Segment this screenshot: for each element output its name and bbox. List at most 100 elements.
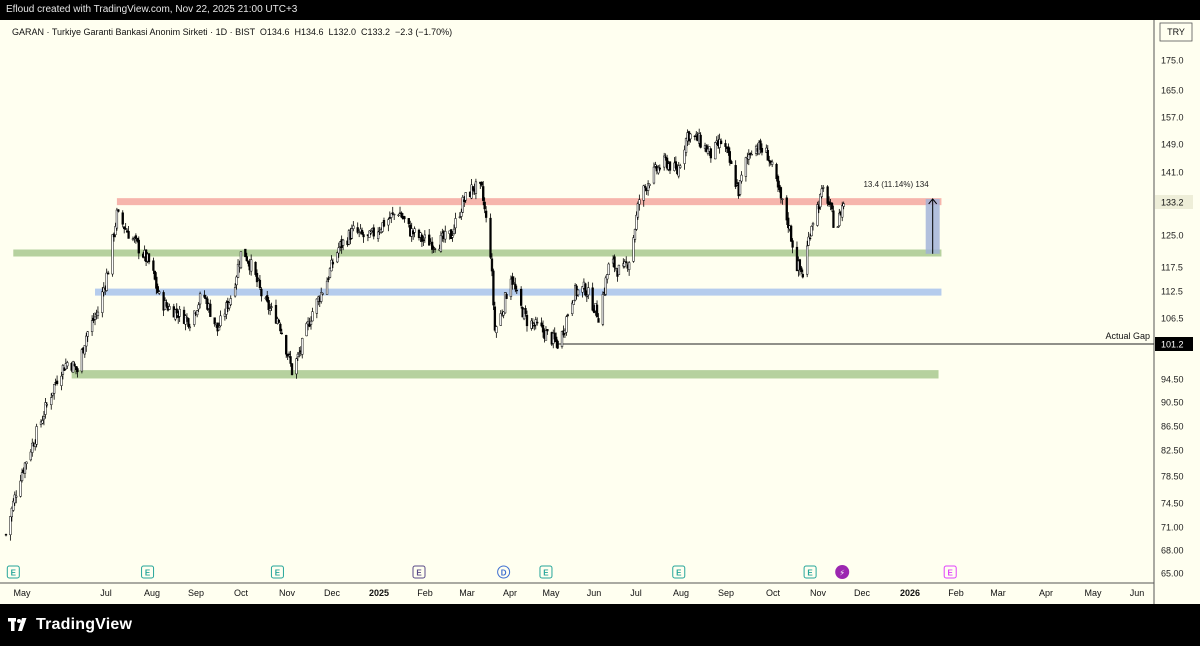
candle-body — [42, 416, 46, 420]
earnings-icon[interactable] — [803, 565, 817, 579]
candle-body — [9, 516, 12, 536]
event-label: E — [11, 568, 17, 577]
chart-background — [0, 20, 1200, 604]
candle-body — [540, 322, 543, 327]
candle-body — [387, 219, 390, 226]
candle-body — [817, 205, 821, 210]
candle-body — [806, 245, 809, 275]
candle-body — [301, 338, 304, 355]
candle-body — [188, 326, 192, 329]
candle-body — [196, 310, 199, 316]
dividend-icon[interactable] — [497, 565, 511, 579]
candle-body — [560, 331, 564, 347]
candle-body — [822, 187, 825, 189]
candle-body — [328, 268, 332, 278]
earnings-icon[interactable] — [270, 565, 284, 579]
x-tick-label: Mar — [990, 588, 1006, 598]
y-tick-label: 112.5 — [1161, 287, 1183, 297]
x-tick-label: Jun — [1130, 588, 1145, 598]
earnings-icon[interactable] — [412, 565, 426, 579]
candle-body — [266, 295, 269, 302]
gap-price-label: 101.2 — [1161, 340, 1184, 350]
candle-body — [503, 292, 507, 314]
candle-body — [428, 234, 431, 246]
candle-body — [808, 237, 812, 240]
earnings-icon[interactable] — [943, 565, 957, 579]
earnings-icon[interactable] — [6, 565, 20, 579]
earnings-icon[interactable] — [539, 565, 553, 579]
candle-body — [520, 288, 523, 306]
candle-body — [766, 150, 769, 161]
candle-body — [451, 235, 454, 238]
candle-body — [287, 353, 291, 355]
candle-body — [617, 264, 621, 275]
chart-frame[interactable]: Actual Gap 13.4 (11.14%) 134 GARAN · Turki… — [0, 20, 1200, 604]
zone-resistance[interactable] — [116, 198, 942, 206]
candle-body — [155, 276, 158, 289]
zone-support-upper[interactable] — [13, 249, 942, 257]
y-tick-label: 94.50 — [1161, 375, 1184, 385]
candle-body — [51, 392, 54, 396]
brand[interactable]: TradingView — [8, 616, 132, 634]
candle-body — [470, 184, 473, 199]
candle-body — [216, 322, 219, 332]
candle-body — [830, 202, 834, 210]
candle-body — [178, 308, 181, 317]
candle-body — [463, 199, 466, 202]
candle-body — [197, 304, 200, 310]
earnings-icon[interactable] — [672, 565, 686, 579]
candle-body — [325, 280, 329, 295]
candle-body — [461, 196, 464, 213]
candle-body — [137, 239, 140, 254]
candle-body — [121, 212, 124, 225]
event-label: E — [948, 568, 954, 577]
candle-body — [352, 225, 355, 229]
candle-body — [642, 185, 645, 201]
candle-body — [41, 420, 44, 424]
zone-support-lower[interactable] — [71, 370, 939, 379]
candle-body — [158, 291, 161, 294]
candle-body — [413, 228, 416, 233]
currency-box[interactable] — [1159, 22, 1193, 42]
candle-body — [433, 248, 437, 250]
candle-body — [464, 192, 467, 201]
lightning-icon[interactable] — [835, 565, 850, 579]
candle-body — [153, 270, 157, 280]
candle-body — [71, 361, 75, 373]
candle-body — [321, 292, 324, 295]
y-tick-label: 141.0 — [1161, 168, 1184, 178]
candle-body — [606, 274, 609, 280]
candle-body — [320, 292, 323, 302]
x-tick-label: Sep — [188, 588, 204, 598]
chart-svg[interactable]: Actual Gap 13.4 (11.14%) 134 GARAN · Turki… — [0, 20, 1200, 604]
y-tick-label: 165.0 — [1161, 86, 1184, 96]
candle-body — [601, 294, 605, 325]
ohlc-c: C133.2 — [361, 27, 390, 37]
candle-body — [15, 495, 18, 498]
candle-body — [775, 164, 778, 179]
candle-body — [832, 210, 835, 228]
event-label: E — [145, 568, 151, 577]
candle-body — [331, 261, 335, 265]
candle-body — [779, 187, 783, 199]
candle-body — [635, 214, 638, 230]
candle-body — [390, 213, 393, 218]
candle-body — [369, 231, 372, 234]
candle-body — [244, 248, 247, 258]
candle-body — [29, 451, 32, 461]
candle-body — [228, 302, 231, 309]
candle-body — [800, 267, 803, 272]
y-tick-label: 78.50 — [1161, 472, 1184, 482]
candle-body — [407, 218, 410, 224]
candle-body — [239, 251, 243, 269]
candle-body — [219, 315, 222, 327]
candle-body — [165, 302, 168, 307]
ohlc-change: −2.3 (−1.70%) — [395, 27, 452, 37]
candle-body — [571, 302, 574, 314]
zone-mid-level[interactable] — [95, 288, 942, 296]
candle-body — [247, 260, 250, 264]
gap-price-tag — [1155, 337, 1193, 351]
candle-body — [174, 309, 177, 320]
earnings-icon[interactable] — [141, 565, 155, 579]
x-tick-label: Dec — [854, 588, 871, 598]
